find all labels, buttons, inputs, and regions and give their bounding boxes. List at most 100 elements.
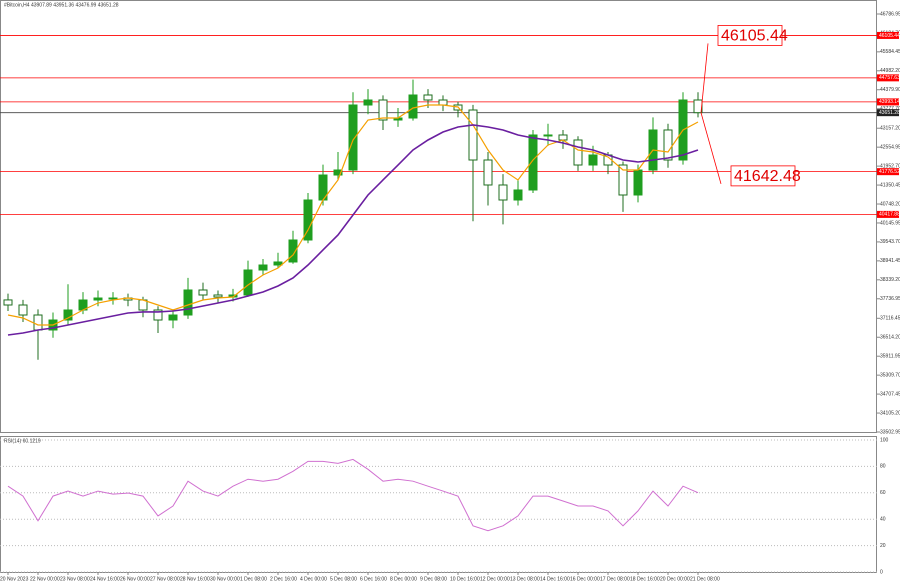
candle-body <box>333 169 343 176</box>
x-tick-label: 30 Nov 00:00 <box>210 576 240 582</box>
candle-body <box>273 261 283 266</box>
annotation-box <box>730 165 796 187</box>
x-tick-label: 18 Dec 16:00 <box>630 576 660 582</box>
y-tick-label: 35309.70 <box>880 372 900 378</box>
x-tick-label: 14 Dec 16:00 <box>540 576 570 582</box>
candle-body <box>378 99 388 121</box>
x-tick-label: 17 Dec 08:00 <box>600 576 630 582</box>
y-tick-label: 43777.70 <box>880 106 900 112</box>
x-tick-label: 2 Dec 16:00 <box>270 576 297 582</box>
y-tick-label: 41350.45 <box>880 182 900 188</box>
candle-body <box>3 299 13 306</box>
level-label-box <box>877 168 899 176</box>
y-tick-label: 34707.45 <box>880 391 900 397</box>
candle-body <box>183 289 193 316</box>
y-tick-label: 37116.45 <box>880 316 900 322</box>
annotation-label: 41642.48 <box>734 168 801 185</box>
rsi-title: RSI(14) 60.1219 <box>4 438 41 444</box>
candle-body <box>618 164 628 196</box>
y-tick-label: 36514.20 <box>880 335 900 341</box>
candle-body <box>633 169 643 196</box>
level-label: 41776.52 <box>879 169 900 175</box>
candle-body <box>588 154 598 166</box>
rsi-tick-label: 40 <box>880 517 886 523</box>
x-tick-label: 20 Nov 2023 <box>0 576 29 582</box>
candle-body <box>438 99 448 106</box>
candle-body <box>18 304 28 316</box>
candle-body <box>513 189 523 201</box>
candle-body <box>363 99 373 106</box>
last-price-label: 43651.28 <box>879 110 900 116</box>
candle-body <box>423 94 433 101</box>
x-tick-label: 28 Nov 16:00 <box>180 576 210 582</box>
candle-body <box>468 109 478 161</box>
candle-body <box>528 134 538 191</box>
y-tick-label: 41952.70 <box>880 163 900 169</box>
x-tick-label: 16 Dec 00:00 <box>570 576 600 582</box>
rsi-panel <box>0 436 877 573</box>
candle-body <box>108 297 118 300</box>
y-tick-label: 46786.95 <box>880 11 900 17</box>
candle-body <box>498 184 508 201</box>
level-label: 40417.88 <box>879 212 900 218</box>
candle-body <box>288 239 298 263</box>
x-tick-label: 22 Nov 00:00 <box>30 576 60 582</box>
candle-body <box>483 159 493 186</box>
y-tick-label: 35911.95 <box>880 354 900 360</box>
candle-body <box>33 314 43 331</box>
x-tick-label: 6 Dec 16:00 <box>360 576 387 582</box>
y-tick-label: 38339.20 <box>880 277 900 283</box>
level-label: 43993.14 <box>879 99 900 105</box>
x-tick-label: 24 Nov 16:00 <box>90 576 120 582</box>
annotation-label: 46105.44 <box>721 28 788 45</box>
moving-average <box>7 124 699 336</box>
rsi-tick-label: 100 <box>880 437 889 443</box>
rsi-tick-label: 20 <box>880 543 886 549</box>
candle-body <box>168 314 178 321</box>
candle-body <box>153 309 163 321</box>
rsi-tick-label: 60 <box>880 490 886 496</box>
y-tick-label: 45584.45 <box>880 49 900 55</box>
x-tick-label: 8 Dec 00:00 <box>390 576 417 582</box>
level-label-box <box>877 31 899 39</box>
rsi-tick-label: 80 <box>880 464 886 470</box>
candle-body <box>543 134 553 137</box>
annotation-box <box>717 25 783 46</box>
price-panel <box>0 0 877 433</box>
x-tick-label: 1 Dec 08:00 <box>240 576 267 582</box>
candle-body <box>93 297 103 301</box>
last-price-box <box>877 109 899 117</box>
x-tick-label: 20 Dec 00:00 <box>660 576 690 582</box>
rsi-tick-label: 0 <box>880 569 883 575</box>
annotation-arrow <box>700 112 722 184</box>
x-tick-label: 23 Nov 08:00 <box>60 576 90 582</box>
candle-body <box>348 104 358 171</box>
level-label-box <box>877 98 899 106</box>
y-tick-label: 42554.95 <box>880 144 900 150</box>
x-tick-label: 4 Dec 00:00 <box>300 576 327 582</box>
y-tick-label: 44982.20 <box>880 68 900 74</box>
x-tick-label: 13 Dec 08:00 <box>510 576 540 582</box>
annotation-arrow <box>700 43 709 113</box>
level-label-box <box>877 74 899 82</box>
candle-body <box>663 129 673 161</box>
x-tick-label: 10 Dec 16:00 <box>450 576 480 582</box>
moving-average <box>7 104 699 326</box>
x-tick-label: 21 Dec 08:00 <box>690 576 720 582</box>
y-tick-label: 38941.45 <box>880 258 900 264</box>
candle-body <box>63 309 73 321</box>
rsi-line <box>7 458 699 532</box>
x-tick-label: 9 Dec 08:00 <box>420 576 447 582</box>
candle-body <box>258 264 268 271</box>
x-tick-label: 27 Nov 08:00 <box>150 576 180 582</box>
candle-body <box>198 289 208 296</box>
level-label-box <box>877 210 899 218</box>
candle-body <box>213 294 223 298</box>
x-tick-label: 12 Dec 00:00 <box>480 576 510 582</box>
x-tick-label: 5 Dec 08:00 <box>330 576 357 582</box>
y-tick-label: 40748.20 <box>880 201 900 207</box>
y-tick-label: 43157.20 <box>880 126 900 132</box>
y-tick-label: 44379.90 <box>880 87 900 93</box>
